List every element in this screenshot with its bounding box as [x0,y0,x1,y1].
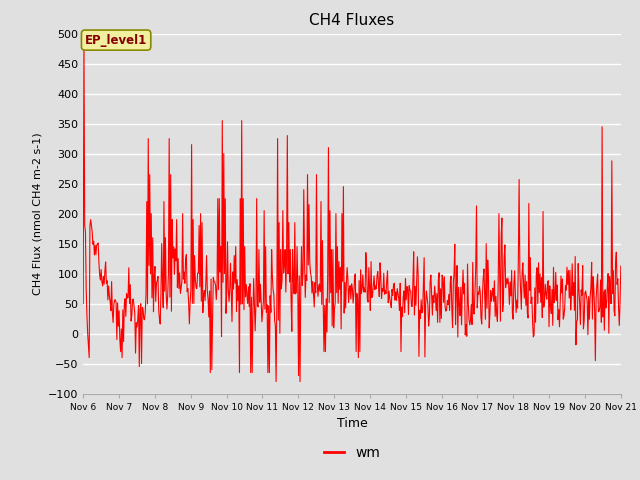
Title: CH4 Fluxes: CH4 Fluxes [309,13,395,28]
Y-axis label: CH4 Flux (nmol CH4 m-2 s-1): CH4 Flux (nmol CH4 m-2 s-1) [33,132,42,295]
X-axis label: Time: Time [337,417,367,430]
Legend: wm: wm [318,441,386,466]
Text: EP_level1: EP_level1 [85,34,147,47]
